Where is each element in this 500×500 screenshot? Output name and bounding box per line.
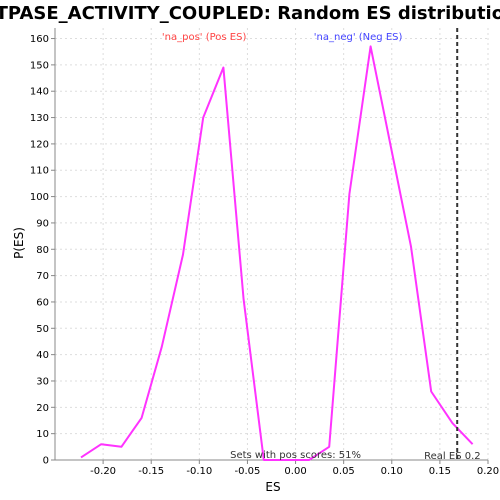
- y-tick-label: 100: [30, 192, 49, 203]
- y-tick-label: 60: [36, 297, 49, 308]
- x-tick-label: -0.10: [186, 466, 212, 477]
- y-tick-label: 30: [36, 376, 49, 387]
- y-tick-label: 10: [36, 429, 49, 440]
- x-tick-label: -0.05: [235, 466, 261, 477]
- x-tick-label: -0.20: [90, 466, 116, 477]
- y-tick-label: 130: [30, 113, 49, 124]
- real-es-label: Real ES 0.2: [424, 451, 480, 462]
- x-tick-label: 0.05: [333, 466, 355, 477]
- y-tick-label: 120: [30, 139, 49, 150]
- y-tick-label: 90: [36, 218, 49, 229]
- es-distribution-line: [80, 45, 474, 461]
- chart-title: ATPASE_ACTIVITY_COUPLED: Random ES distr…: [0, 3, 500, 24]
- y-tick-label: 140: [30, 87, 49, 98]
- y-tick-label: 0: [43, 456, 49, 467]
- y-tick-label: 110: [30, 166, 49, 177]
- y-tick-label: 40: [36, 350, 49, 361]
- annotation-layer: 'na_pos' (Pos ES) 'na_neg' (Neg ES) Sets w…: [162, 32, 481, 462]
- y-tick-label: 70: [36, 271, 49, 282]
- x-tick-label: 0.15: [429, 466, 451, 477]
- y-tick-label: 20: [36, 403, 49, 414]
- x-tick-label: 0.10: [381, 466, 403, 477]
- sets-with-pos-label: Sets with pos scores: 51%: [230, 450, 361, 461]
- pos-es-label: 'na_pos' (Pos ES): [162, 32, 247, 43]
- neg-es-label: 'na_neg' (Neg ES): [314, 32, 403, 43]
- y-tick-label: 80: [36, 245, 49, 256]
- x-tick-label: 0.20: [477, 466, 499, 477]
- y-tick-label: 150: [30, 60, 49, 71]
- y-axis-label: P(ES): [12, 227, 26, 259]
- y-tick-label: 50: [36, 324, 49, 335]
- series-layer: [80, 28, 474, 461]
- axes-layer: 0 10 20 30 40 50 60 70 80 90 100 110 120 130 140 150 160…: [30, 28, 499, 477]
- x-tick-label: -0.15: [138, 466, 164, 477]
- x-tick-label: 0.00: [284, 466, 306, 477]
- grid-layer: [55, 28, 489, 461]
- x-axis-label: ES: [265, 480, 280, 494]
- y-tick-label: 160: [30, 34, 49, 45]
